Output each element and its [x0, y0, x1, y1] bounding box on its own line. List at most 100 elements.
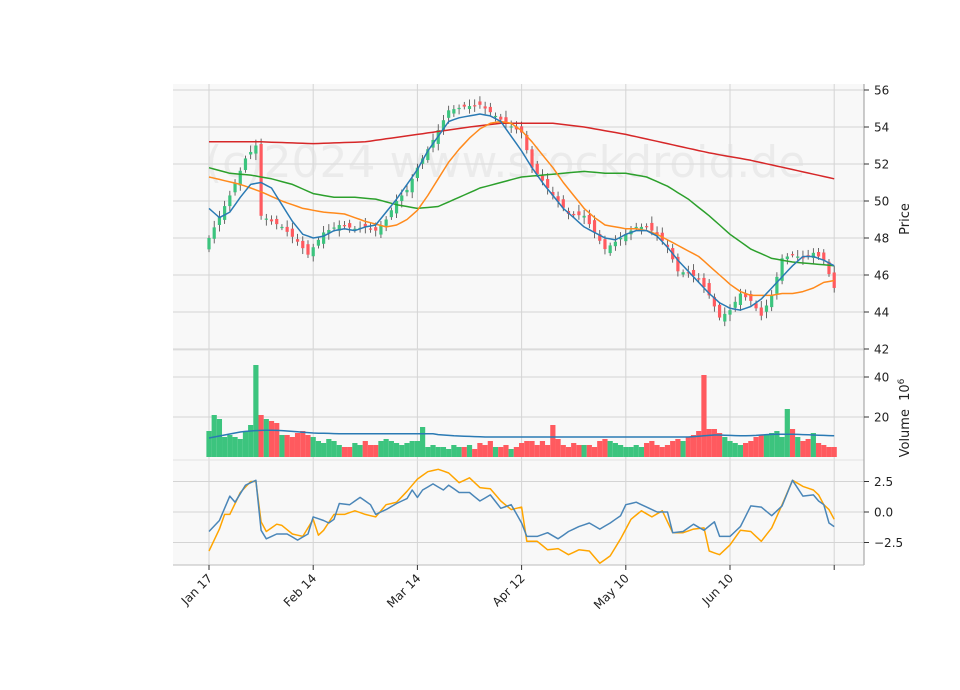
volume-bar	[222, 437, 228, 457]
candle	[707, 279, 711, 299]
candle-body	[316, 239, 321, 246]
candle	[441, 114, 446, 135]
volume-axis-label-base: 10	[898, 384, 913, 401]
candle-body	[650, 222, 654, 231]
candle-body	[447, 110, 451, 118]
candle-body	[546, 179, 550, 189]
candle	[426, 146, 430, 163]
candle	[681, 269, 685, 278]
volume-bar	[670, 441, 676, 457]
candle	[728, 304, 732, 322]
candle-body	[348, 223, 352, 228]
volume-bar	[633, 445, 639, 457]
volume-bar	[305, 435, 311, 457]
volume-bar	[555, 439, 561, 457]
candle-body	[816, 252, 821, 257]
candle	[493, 112, 498, 122]
candle-body	[426, 149, 430, 161]
volume-bar	[414, 441, 420, 457]
candle-body	[275, 218, 279, 225]
price-tick-label: 48	[874, 232, 889, 246]
volume-bar	[800, 441, 806, 457]
candle	[254, 139, 258, 161]
candle	[785, 253, 789, 265]
candle-body	[639, 226, 644, 230]
volume-bar	[211, 415, 217, 457]
price-tick-label: 42	[874, 343, 889, 357]
volume-bar	[649, 441, 655, 457]
candle-body	[368, 228, 373, 230]
volume-bar	[727, 441, 733, 457]
volume-bar	[446, 449, 452, 457]
volume-bar	[373, 445, 379, 457]
candle	[316, 237, 321, 249]
candle	[608, 242, 612, 256]
volume-bar	[367, 445, 374, 457]
candle	[452, 105, 456, 117]
candle-body	[488, 106, 492, 113]
volume-bar	[321, 443, 327, 457]
volume-bar	[565, 447, 572, 457]
volume-bar	[774, 431, 780, 457]
candle	[770, 290, 774, 312]
candle	[379, 221, 383, 238]
candle-body	[775, 276, 779, 294]
candle	[290, 222, 294, 244]
volume-bar	[706, 429, 712, 457]
candle-body	[618, 238, 623, 240]
price-tick-label: 52	[874, 158, 889, 172]
ma-long-line	[209, 122, 835, 180]
volume-bar	[399, 445, 405, 457]
candle	[691, 264, 696, 283]
candle	[368, 223, 373, 233]
volume-bar	[362, 441, 368, 457]
candle-body	[764, 305, 769, 312]
candle-body	[473, 105, 477, 107]
volume-bar	[539, 441, 546, 457]
candle	[217, 210, 222, 232]
candle-body	[337, 225, 341, 231]
candle	[577, 204, 581, 220]
candle-body	[504, 117, 508, 124]
volume-tick-label: 20	[874, 411, 889, 425]
candle-body	[467, 106, 472, 110]
oscillator-line-a	[208, 479, 835, 541]
volume-bar	[753, 437, 759, 457]
candle-body	[587, 215, 591, 225]
candle-body	[384, 219, 388, 226]
candle-body	[353, 228, 357, 230]
candle-body	[483, 106, 487, 109]
volume-bar	[591, 447, 598, 457]
candle-body	[410, 178, 414, 193]
candle	[285, 220, 289, 237]
volume-bar	[534, 445, 540, 457]
volume-bar	[612, 443, 618, 457]
volume-bar	[638, 447, 645, 457]
candle-body	[702, 277, 706, 288]
candle-body	[243, 158, 248, 170]
candle	[212, 220, 216, 244]
candle	[238, 167, 242, 191]
volume-bar	[623, 447, 629, 457]
price-tick-label: 54	[874, 121, 889, 135]
candle-body	[676, 256, 680, 272]
candle-body	[280, 226, 284, 229]
volume-bar	[581, 445, 587, 457]
candle-body	[582, 215, 586, 218]
candle	[223, 200, 227, 224]
volume-bar	[815, 443, 822, 457]
volume-bar	[435, 447, 441, 457]
candle-body	[405, 189, 409, 193]
volume-bar	[732, 443, 738, 457]
candle	[744, 289, 748, 301]
candle-body	[389, 210, 393, 218]
volume-bar	[617, 445, 624, 457]
candle	[827, 259, 831, 277]
candle-body	[514, 126, 518, 130]
volume-bar	[784, 409, 790, 457]
volume-bar	[690, 435, 697, 457]
candle-body	[509, 126, 513, 128]
candle	[233, 179, 237, 196]
volume-bar	[529, 441, 535, 457]
volume-bar	[388, 441, 394, 457]
